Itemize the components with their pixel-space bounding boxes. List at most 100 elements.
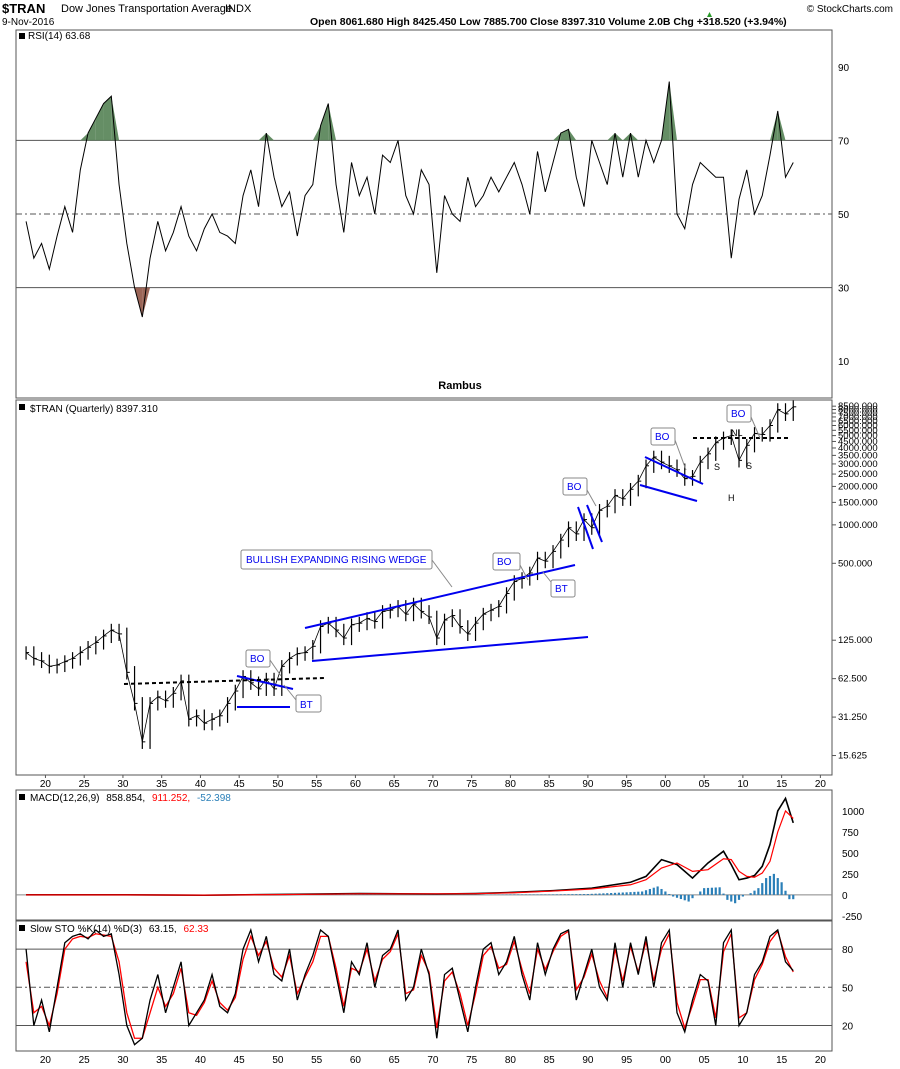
sto-legend: Slow STO %K(14) %D(3) 63.15, 62.33 [19,924,209,935]
bo1-label: BO [250,654,265,665]
price-x-tick: 30 [117,779,129,790]
bt1-label: BT [300,700,313,711]
price-x-tick: 25 [79,779,91,790]
rsi-zone-fill [669,81,678,141]
wedge-callout-pointer [431,559,453,588]
bo2-label: BO [497,557,512,568]
price-y-tick: 125.000 [838,635,872,646]
sto-x-tick: 05 [699,1055,711,1066]
rsi-zone-fill [568,129,577,141]
macd-label-hist: -52.398 [197,793,231,804]
price-y-tick: 500.000 [838,558,872,569]
sto-x-tick: 80 [505,1055,517,1066]
rsi-legend: RSI(14) 63.68 [19,31,91,42]
sto-x-tick: 15 [776,1055,788,1066]
sto-label-group: Slow STO %K(14) %D(3) 63.15, 62.33 [30,924,209,935]
macd-legend-swatch [19,794,25,800]
bt2-pointer [542,571,552,583]
bo1-pointer [269,659,282,677]
bo2-callout: BO [492,552,529,581]
bo4-label: BO [655,432,670,443]
sto-x-tick: 30 [117,1055,129,1066]
bt2-label: BT [555,584,568,595]
rsi-zone-fill [80,133,89,141]
price-x-tick: 50 [272,779,284,790]
sto-x-tick: 35 [156,1055,168,1066]
macd-series-signal [26,809,794,896]
sto-x-tick: 45 [234,1055,246,1066]
up-triangle-icon [707,12,712,17]
price-y-tick: 3500.000 [838,450,878,461]
price-x-tick: 80 [505,779,517,790]
price-x-tick: 40 [195,779,207,790]
bo3-callout: BO [562,477,597,507]
sto-x-tick: 55 [311,1055,323,1066]
wedge-upper-line [304,564,576,629]
price-y-tick: 6500.000 [838,416,878,427]
sto-x-tick: 20 [815,1055,827,1066]
wedge-label: BULLISH EXPANDING RISING WEDGE [246,555,427,566]
macd-y-tick: 500 [842,849,859,860]
bo4-box [650,427,676,446]
sto-x-tick: 60 [350,1055,362,1066]
bo5-label: BO [731,409,746,420]
price-x-tick: 75 [466,779,478,790]
rsi-y-tick: 70 [838,136,850,147]
price-x-tick: 10 [737,779,749,790]
hs-head: H [728,493,735,503]
price-y-tick: 2500.000 [838,469,878,480]
rsi-zone-fill [770,110,778,141]
bo5-callout: BO [726,404,761,439]
price-x-tick: 35 [156,779,168,790]
bo4-callout: BO [650,427,687,471]
rsi-zone-fill [328,103,337,141]
bo1-callout: BO [245,649,282,677]
price-x-tick: 15 [776,779,788,790]
header-date: 9-Nov-2016 [2,17,55,28]
price-y-tick: 62.500 [838,674,867,685]
bo2-pointer [519,564,529,581]
price-x-tick: 20 [40,779,52,790]
sto-legend-swatch [19,925,25,931]
price-y-tick: 7000.000 [838,412,878,423]
sto-label-k: 63.15, [149,924,177,935]
rsi-legend-swatch [19,33,25,39]
sto-x-tick: 75 [466,1055,478,1066]
rsi-zone-fill [142,287,151,318]
price-panel [15,399,833,776]
rsi-zone-fill [777,110,786,141]
channel-upper-line [644,456,704,485]
bo4-pointer [674,439,687,471]
bt2-callout: BT [542,571,576,598]
rsi-label: RSI(14) 63.68 [28,31,91,42]
macd-y-tick: 0 [842,891,848,902]
price-legend: $TRAN (Quarterly) 8397.310 [19,404,158,415]
rsi-y-tick: 50 [838,210,850,221]
macd-y-tick: 1000 [842,807,865,818]
small-flag-line-1 [577,506,594,550]
price-y-tick: 6000.000 [838,420,878,431]
sto-x-tick: 00 [660,1055,672,1066]
macd-layer: 1000 750 500 250 0 -250 [16,796,865,923]
price-y-tick: 8500.000 [838,401,878,412]
price-x-tick: 85 [544,779,556,790]
rsi-zone-fill [630,133,639,141]
price-y-tick: 2000.000 [838,481,878,492]
header-brand: © StockCharts.com [807,4,893,15]
sto-label-d: 62.33 [183,924,208,935]
price-y-tick: 5000.000 [838,431,878,442]
header-exchange: INDX [225,3,252,15]
price-y-tick: 7500.000 [838,408,878,419]
wedge-callout: BULLISH EXPANDING RISING WEDGE [240,549,453,588]
price-layer: 8500.0008000.0007500.0007000.0006500.000… [25,400,878,790]
macd-y-tick: 750 [842,828,859,839]
rsi-zone-fill [258,133,267,141]
price-x-tick: 55 [311,779,323,790]
sto-x-tick: 50 [272,1055,284,1066]
rsi-y-tick: 90 [838,63,850,74]
base-neckline [123,677,325,685]
flag-upper-line [236,675,294,690]
sto-x-tick: 70 [427,1055,439,1066]
price-x-tick: 95 [621,779,633,790]
